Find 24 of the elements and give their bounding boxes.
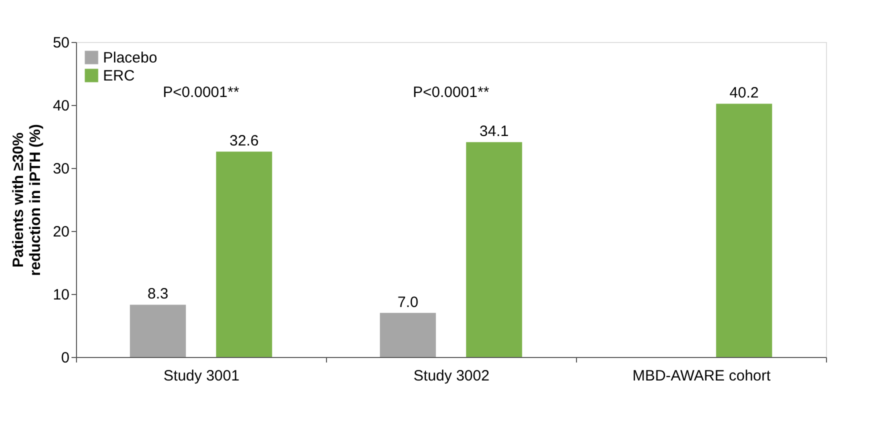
annotation: P<0.0001** bbox=[162, 84, 240, 101]
y-tick-label: 20 bbox=[52, 224, 70, 240]
bar bbox=[216, 152, 272, 357]
x-tick-label: MBD-AWARE cohort bbox=[632, 368, 772, 384]
y-tick-label: 10 bbox=[52, 286, 70, 304]
data-label: 7.0 bbox=[397, 294, 418, 311]
data-label: 32.6 bbox=[230, 132, 259, 150]
legend-label: Placebo bbox=[103, 50, 158, 66]
y-tick-label: 30 bbox=[52, 160, 70, 178]
legend-label: ERC bbox=[103, 68, 135, 84]
x-tick-label: Study 3001 bbox=[164, 368, 240, 384]
data-label: 8.3 bbox=[147, 286, 168, 303]
data-label: 40.2 bbox=[730, 84, 759, 102]
annotation: P<0.0001** bbox=[412, 84, 490, 101]
bar bbox=[466, 142, 522, 357]
y-tick-label: 50 bbox=[52, 34, 70, 52]
x-tick-label: Study 3002 bbox=[414, 368, 490, 384]
data-label: 34.1 bbox=[480, 123, 509, 140]
y-tick-label: 40 bbox=[52, 98, 70, 114]
bar bbox=[380, 312, 436, 357]
bar bbox=[130, 304, 186, 357]
y-axis-title: Patients with ≥30% reduction in iPTH (%) bbox=[10, 124, 44, 276]
y-tick-label: 0 bbox=[61, 350, 70, 366]
bar bbox=[716, 104, 772, 357]
